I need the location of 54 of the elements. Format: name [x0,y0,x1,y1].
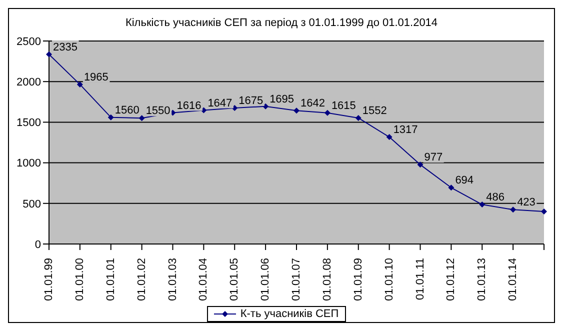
data-label: 977 [424,152,443,164]
y-tick-label: 2000 [16,76,41,89]
data-label: 1965 [84,71,108,84]
data-label: 1317 [393,124,418,136]
x-tick-label: 01.01.01 [104,258,117,301]
point [262,103,269,110]
x-tick-label: 01.01.07 [290,258,302,301]
x-tick-label: 01.01.11 [414,258,426,300]
chart-title: Кількість учасників СЕП за період з 01.01.1999 до 01.01.2014 [124,17,439,31]
data-label: 1675 [238,94,264,107]
y-tick-label: 500 [22,198,41,210]
point [541,208,547,215]
point [138,115,145,122]
point [355,114,362,121]
y-tick-label: 0 [34,238,41,251]
data-label: 1642 [300,98,325,110]
point [108,114,114,120]
data-label: 1616 [176,100,202,112]
x-tick-label: 01.01.00 [74,258,86,301]
point [417,162,424,168]
y-tick-label: 2500 [16,36,41,48]
x-tick-label: 01.01.04 [198,258,210,301]
data-label: 694 [455,174,474,187]
y-tick-label: 1000 [16,158,41,170]
data-label: 2335 [53,41,78,54]
data-label: 1647 [208,97,232,110]
x-tick-label: 01.01.14 [507,258,520,301]
point [76,81,83,88]
x-tick-label: 01.01.08 [321,258,334,301]
point [294,108,300,114]
point [324,110,330,116]
data-label: 423 [517,196,536,209]
data-label: 1552 [362,104,387,117]
data-label: 1560 [114,104,140,116]
x-tick-label: 01.01.12 [445,258,458,301]
x-tick-label: 01.01.03 [166,258,179,301]
x-tick-label: 01.01.99 [43,258,55,301]
point [386,134,392,140]
x-tick-label: 01.01.09 [352,258,364,301]
x-tick-label: 01.01.13 [476,258,488,301]
x-tick-label: 01.01.05 [228,258,241,301]
legend-label: К-ть учасників СЕП [239,308,339,320]
x-tick-label: 01.01.10 [383,258,396,301]
point [46,51,52,58]
point [479,202,486,208]
point [448,184,454,191]
y-tick-label: 1500 [16,117,41,130]
data-label: 1615 [331,100,356,112]
x-tick-label: 01.01.02 [136,258,148,301]
data-label: 486 [486,192,504,204]
x-tick-label: 01.01.06 [260,258,272,301]
data-label: 1550 [146,105,170,118]
data-label: 1695 [270,93,294,106]
point [510,206,516,213]
